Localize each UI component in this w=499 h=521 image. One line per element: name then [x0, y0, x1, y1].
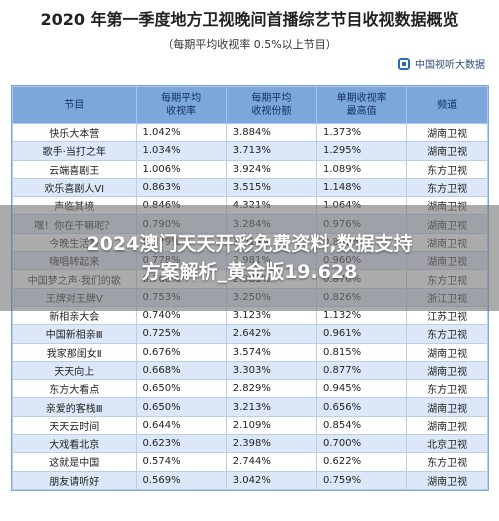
cell-channel: 北京卫视: [406, 434, 488, 454]
cell-program: 亲爱的客栈Ⅲ: [12, 397, 137, 417]
cell-program: 云端喜剧王: [12, 159, 137, 179]
cell-peak-rating: 1.373%: [315, 122, 408, 143]
cell-peak-rating: 0.815%: [315, 342, 408, 362]
table-row: 朋友请听好 0.569% 3.042% 0.759% 湖南卫视: [12, 470, 488, 490]
cell-avg-rating: 0.644%: [135, 415, 227, 436]
table-row: 这就是中国 0.574% 2.744% 0.622% 东方卫视: [12, 452, 488, 472]
cell-channel: 湖南卫视: [406, 360, 488, 381]
cell-channel: 东方卫视: [406, 324, 488, 344]
cell-channel: 湖南卫视: [406, 415, 488, 436]
table-row: 云端喜剧王 1.006% 3.924% 1.089% 东方卫视: [12, 159, 488, 179]
banner-line-1: 2024澳门天天开彩免费资料,数据支持: [86, 233, 413, 255]
cell-program: 这就是中国: [12, 452, 137, 472]
table-row: 天天向上 0.668% 3.303% 0.877% 湖南卫视: [12, 360, 488, 381]
cell-channel: 湖南卫视: [406, 342, 488, 362]
banner-line-2: 方案解析_黄金版19.628: [141, 261, 358, 283]
cell-avg-rating: 0.725%: [135, 324, 227, 344]
cell-avg-rating: 0.574%: [135, 452, 227, 472]
cell-avg-share: 3.515%: [225, 177, 318, 198]
table-row: 快乐大本营 1.042% 3.884% 1.373% 湖南卫视: [12, 122, 488, 143]
cell-program: 天天向上: [12, 360, 137, 381]
cell-avg-share: 2.642%: [225, 324, 318, 344]
cell-avg-rating: 0.863%: [135, 177, 227, 198]
cell-peak-rating: 0.759%: [315, 470, 408, 490]
cell-avg-share: 3.042%: [225, 470, 318, 490]
cell-peak-rating: 0.877%: [315, 360, 408, 381]
cell-peak-rating: 0.945%: [315, 379, 408, 399]
table-row: 我家那闺女Ⅱ 0.676% 3.574% 0.815% 湖南卫视: [12, 342, 488, 362]
table-row: 大戏看北京 0.623% 2.398% 0.700% 北京卫视: [12, 434, 488, 454]
cell-avg-share: 3.213%: [225, 397, 318, 417]
overlay-banner: 2024澳门天天开彩免费资料,数据支持 方案解析_黄金版19.628: [0, 205, 499, 311]
cell-channel: 湖南卫视: [406, 470, 488, 490]
cell-avg-share: 3.574%: [225, 342, 318, 362]
cell-program: 我家那闺女Ⅱ: [12, 342, 137, 362]
cell-peak-rating: 1.148%: [315, 177, 408, 198]
cell-peak-rating: 0.961%: [315, 324, 408, 344]
brand: 中国视听大数据: [398, 56, 485, 71]
header-avg-share: 每期平均 收视份额: [225, 86, 318, 124]
cell-channel: 湖南卫视: [406, 141, 488, 161]
cell-avg-rating: 1.034%: [135, 141, 227, 161]
table-header-row: 节目 每期平均 收视率 每期平均 收视份额 单期收视率 最高值 频道: [12, 86, 488, 124]
table-row: 亲爱的客栈Ⅲ 0.650% 3.213% 0.656% 湖南卫视: [12, 397, 488, 417]
cell-peak-rating: 1.089%: [315, 159, 408, 179]
table-row: 欢乐喜剧人VI 0.863% 3.515% 1.148% 东方卫视: [12, 177, 488, 198]
cell-program: 歌手·当打之年: [12, 141, 137, 161]
table-row: 歌手·当打之年 1.034% 3.713% 1.295% 湖南卫视: [12, 141, 488, 161]
cell-avg-rating: 0.650%: [135, 397, 227, 417]
cell-channel: 东方卫视: [406, 177, 488, 198]
cell-peak-rating: 1.295%: [315, 141, 408, 161]
cell-peak-rating: 0.700%: [315, 434, 408, 454]
cell-peak-rating: 0.656%: [315, 397, 408, 417]
cell-avg-share: 3.713%: [225, 141, 318, 161]
table-row: 东方大看点 0.650% 2.829% 0.945% 东方卫视: [12, 379, 488, 399]
cell-avg-share: 2.398%: [225, 434, 318, 454]
cell-avg-share: 3.303%: [225, 360, 318, 381]
cell-peak-rating: 0.622%: [315, 452, 408, 472]
table-row: 中国新相亲Ⅲ 0.725% 2.642% 0.961% 东方卫视: [12, 324, 488, 344]
cell-avg-share: 2.744%: [225, 452, 318, 472]
cell-avg-rating: 0.676%: [135, 342, 227, 362]
brand-name: 中国视听大数据: [415, 60, 485, 71]
cell-program: 东方大看点: [12, 379, 137, 399]
table-row: 天天云时间 0.644% 2.109% 0.854% 湖南卫视: [12, 415, 488, 436]
cell-program: 大戏看北京: [12, 434, 137, 454]
cell-avg-share: 3.924%: [225, 159, 318, 179]
cell-channel: 湖南卫视: [406, 122, 488, 143]
cell-avg-share: 2.829%: [225, 379, 318, 399]
cell-channel: 东方卫视: [406, 379, 488, 399]
header-peak-rating: 单期收视率 最高值: [315, 86, 408, 124]
cell-channel: 东方卫视: [406, 159, 488, 179]
cell-program: 天天云时间: [12, 415, 137, 436]
header-program: 节目: [12, 86, 137, 124]
cell-avg-share: 3.884%: [225, 122, 318, 143]
header-channel: 频道: [406, 86, 488, 124]
cell-program: 欢乐喜剧人VI: [12, 177, 137, 198]
cell-peak-rating: 0.854%: [315, 415, 408, 436]
cell-avg-rating: 0.650%: [135, 379, 227, 399]
cell-avg-rating: 1.042%: [135, 122, 227, 143]
cell-avg-rating: 1.006%: [135, 159, 227, 179]
cell-avg-share: 2.109%: [225, 415, 318, 436]
cell-program: 快乐大本营: [12, 122, 137, 143]
cell-avg-rating: 0.668%: [135, 360, 227, 381]
cell-program: 中国新相亲Ⅲ: [12, 324, 137, 344]
cell-channel: 东方卫视: [406, 452, 488, 472]
page-title: 2020 年第一季度地方卫视晚间首播综艺节目收视数据概览: [40, 10, 459, 29]
cell-channel: 湖南卫视: [406, 397, 488, 417]
page-subtitle: （每期平均收视率 0.5%以上节目）: [162, 38, 337, 51]
cell-avg-rating: 0.623%: [135, 434, 227, 454]
brand-logo-icon: [398, 57, 410, 70]
cell-program: 朋友请听好: [12, 470, 137, 490]
header-avg-rating: 每期平均 收视率: [135, 86, 227, 124]
cell-avg-rating: 0.569%: [135, 470, 227, 490]
